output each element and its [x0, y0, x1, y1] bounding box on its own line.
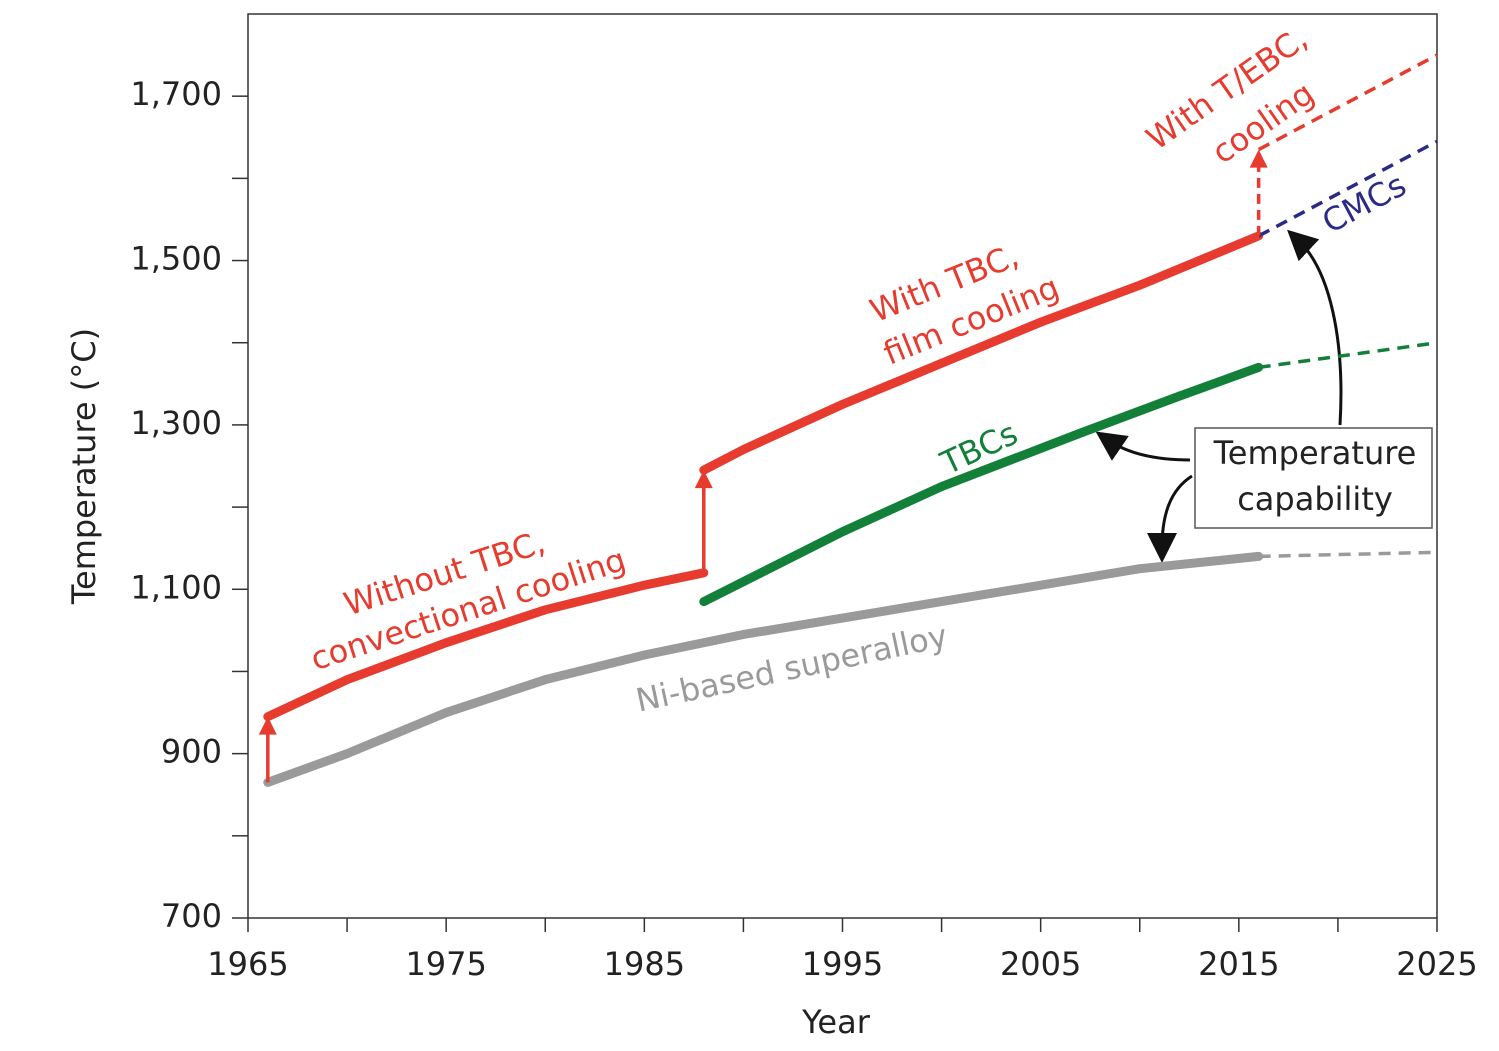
x-tick-label: 2015	[1198, 945, 1279, 983]
series-line	[699, 231, 1264, 475]
arrowhead	[694, 470, 713, 489]
y-tick-label: 700	[161, 897, 222, 935]
x-axis-label: Year	[801, 1003, 871, 1041]
x-tick-label: 1995	[802, 945, 883, 983]
arrowhead	[258, 716, 277, 735]
series-line	[263, 551, 1264, 787]
annotation: Temperature	[1213, 434, 1417, 472]
x-tick-label: 2005	[1000, 945, 1081, 983]
annotation-box	[1194, 427, 1433, 529]
x-tick-label: 1975	[405, 945, 486, 983]
pointer-arrow	[1147, 474, 1193, 563]
pointer-arrow	[1095, 431, 1191, 462]
y-tick-label: 1,500	[130, 240, 222, 278]
series-line	[1257, 139, 1438, 238]
y-tick-label: 1,100	[130, 568, 222, 606]
series-line	[1257, 53, 1438, 152]
series-line	[1258, 340, 1438, 370]
y-tick-label: 900	[161, 733, 222, 771]
annotation: Ni-based superalloy	[633, 616, 951, 719]
arrowhead	[1249, 149, 1268, 168]
pointer-arrow	[1287, 229, 1343, 426]
x-tick-label: 1985	[604, 945, 685, 983]
y-tick-label: 1,300	[130, 404, 222, 442]
x-tick-label: 2025	[1396, 945, 1477, 983]
series-line	[263, 568, 709, 722]
y-axis-label: Temperature (°C)	[65, 328, 103, 605]
annotation: capability	[1237, 480, 1393, 518]
annotation: CMCs	[1316, 166, 1412, 241]
series-line	[1258, 550, 1438, 559]
series-line	[699, 362, 1264, 607]
x-tick-label: 1965	[207, 945, 288, 983]
y-tick-label: 1,700	[130, 75, 222, 113]
